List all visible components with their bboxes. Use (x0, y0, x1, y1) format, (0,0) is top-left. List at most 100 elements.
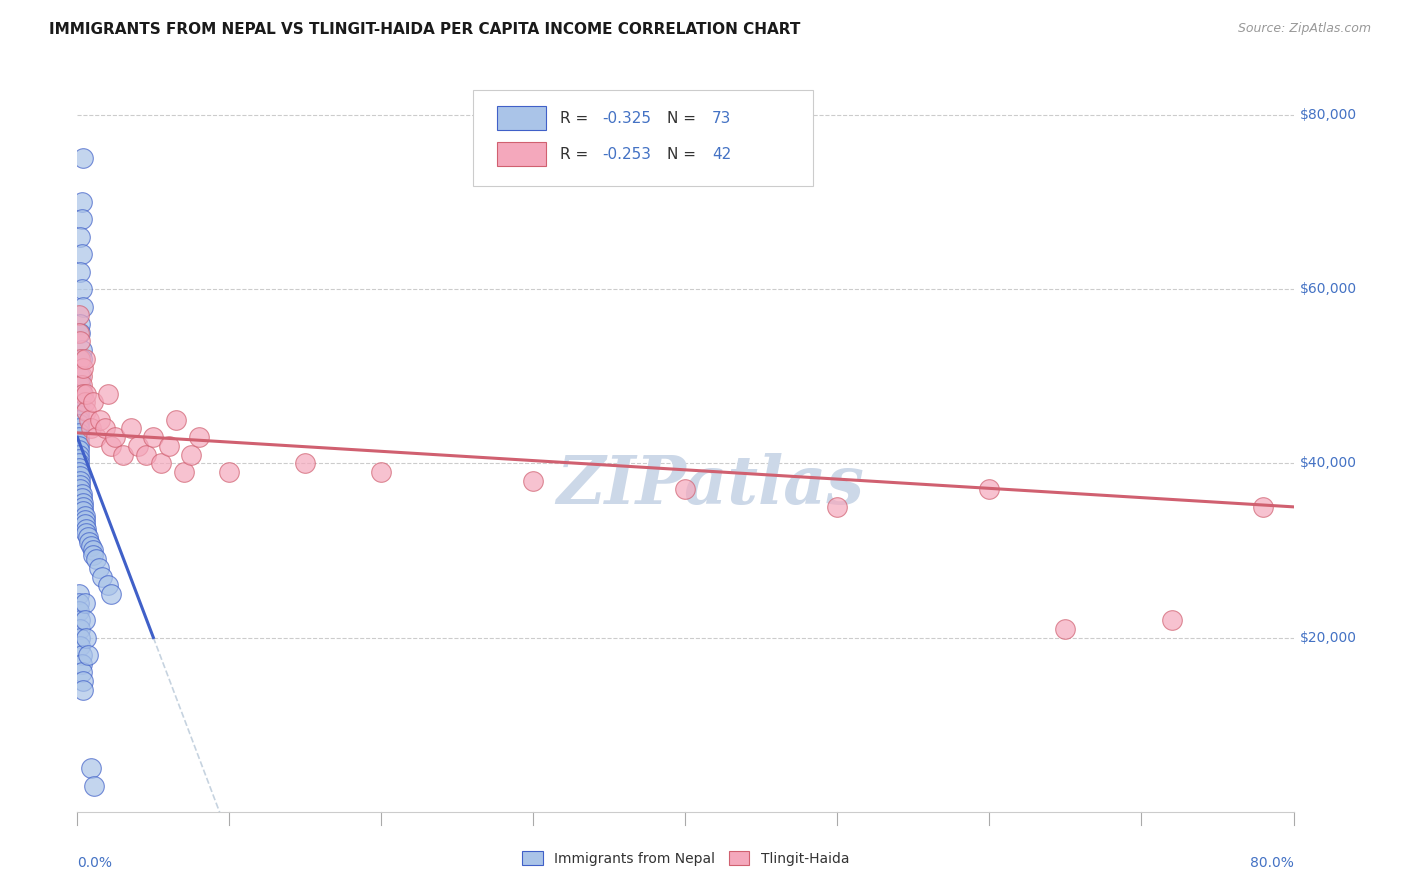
Text: -0.325: -0.325 (603, 111, 652, 126)
Point (70, 351, 93, 366)
Text: 73: 73 (713, 111, 731, 126)
Point (69, 230, 91, 244)
Point (73, 596, 96, 610)
Point (67, 587, 90, 601)
Point (294, 456, 316, 470)
Point (70, 194, 93, 209)
Point (111, 448, 134, 462)
Point (67, 430, 90, 444)
Text: Source: ZipAtlas.com: Source: ZipAtlas.com (1237, 22, 1371, 36)
Point (67, 604, 90, 618)
Legend: Immigrants from Nepal, Tlingit-Haida: Immigrants from Nepal, Tlingit-Haida (516, 846, 855, 871)
Point (69, 474, 91, 488)
Point (370, 465, 392, 479)
Point (70, 247, 93, 261)
Point (97, 386, 120, 401)
Point (72, 682, 94, 697)
Point (218, 465, 240, 479)
Point (75, 386, 97, 401)
Point (90, 569, 112, 583)
Point (70, 487, 93, 501)
Point (67, 421, 90, 435)
Point (73, 395, 96, 409)
Point (675, 483, 697, 497)
Point (70, 282, 93, 296)
Point (82, 548, 104, 562)
Point (79, 413, 101, 427)
Point (77, 648, 100, 662)
Point (72, 495, 94, 509)
Point (73, 351, 96, 366)
Point (82, 395, 104, 409)
Point (149, 456, 172, 470)
Point (67, 409, 90, 423)
Point (67, 456, 90, 470)
Point (827, 500, 849, 514)
Point (72, 674, 94, 689)
FancyBboxPatch shape (496, 106, 546, 130)
Point (69, 265, 91, 279)
Text: ZIPatlas: ZIPatlas (555, 453, 863, 518)
Point (67, 417, 90, 431)
Text: 0.0%: 0.0% (77, 856, 112, 870)
FancyBboxPatch shape (472, 90, 813, 186)
Point (80, 539, 103, 553)
Point (69, 469, 91, 483)
Point (75, 404, 97, 418)
Point (67, 326, 90, 340)
Point (72, 504, 94, 518)
Text: 80.0%: 80.0% (1250, 856, 1294, 870)
Point (67, 308, 90, 322)
Point (69, 622, 91, 636)
Point (165, 413, 187, 427)
Point (188, 430, 211, 444)
Point (73, 508, 96, 523)
Point (70, 665, 93, 680)
Point (67, 439, 90, 453)
Point (77, 530, 100, 544)
Point (67, 465, 90, 479)
Point (73, 513, 96, 527)
Text: R =: R = (560, 147, 593, 161)
Point (70, 378, 93, 392)
Point (180, 448, 202, 462)
Point (80, 761, 103, 775)
Point (67, 425, 90, 440)
Point (69, 334, 91, 349)
Text: 42: 42 (713, 147, 731, 161)
Point (73, 613, 96, 627)
FancyBboxPatch shape (496, 143, 546, 166)
Point (89, 413, 111, 427)
Text: R =: R = (560, 111, 593, 126)
Point (135, 448, 157, 462)
Point (87, 561, 110, 575)
Point (979, 483, 1001, 497)
Point (69, 639, 91, 653)
Point (67, 443, 90, 458)
Point (67, 448, 90, 462)
Point (157, 439, 180, 453)
Point (72, 360, 94, 375)
Point (67, 404, 90, 418)
Point (104, 430, 127, 444)
Point (69, 326, 91, 340)
Text: N =: N = (668, 111, 702, 126)
Point (80, 421, 103, 435)
Point (75, 522, 97, 536)
Text: -0.253: -0.253 (603, 147, 652, 161)
Point (69, 613, 91, 627)
Point (69, 369, 91, 384)
Point (69, 317, 91, 331)
Point (67, 596, 90, 610)
Point (69, 378, 91, 392)
Point (67, 460, 90, 475)
Point (100, 439, 122, 453)
Point (69, 351, 91, 366)
Point (69, 631, 91, 645)
Text: IMMIGRANTS FROM NEPAL VS TLINGIT-HAIDA PER CAPITA INCOME CORRELATION CHART: IMMIGRANTS FROM NEPAL VS TLINGIT-HAIDA P… (49, 22, 800, 37)
Point (67, 434, 90, 449)
Text: $40,000: $40,000 (1299, 457, 1357, 470)
Point (1161, 613, 1184, 627)
Point (67, 413, 90, 427)
Point (75, 526, 97, 541)
